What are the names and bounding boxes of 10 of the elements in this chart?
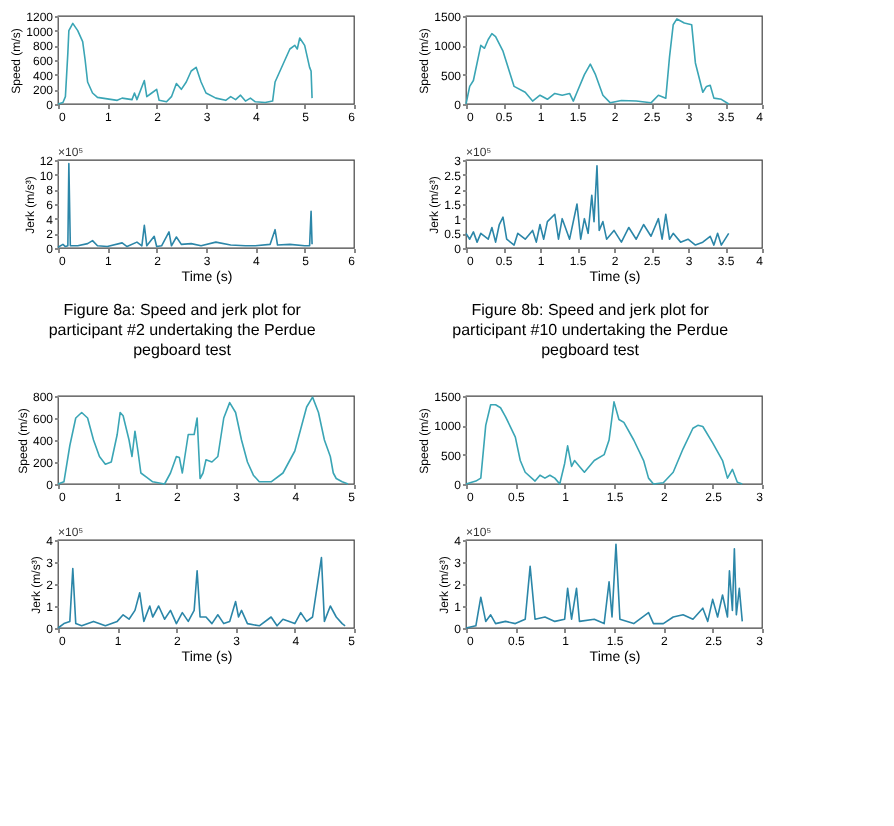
line-series (57, 396, 349, 485)
caption: Figure 8a: Speed and jerk plot for participant #2 undertaking the Perdue pegboard test (48, 300, 317, 359)
line-series (57, 556, 346, 629)
line-series (465, 401, 744, 485)
line-series (465, 18, 730, 105)
line-series (57, 162, 313, 249)
line-series (57, 22, 313, 105)
line-series (465, 543, 744, 629)
line-series (465, 165, 730, 246)
caption: Figure 8b: Speed and jerk plot for participant #10 undertaking the Perdue pegboard test (452, 300, 730, 359)
